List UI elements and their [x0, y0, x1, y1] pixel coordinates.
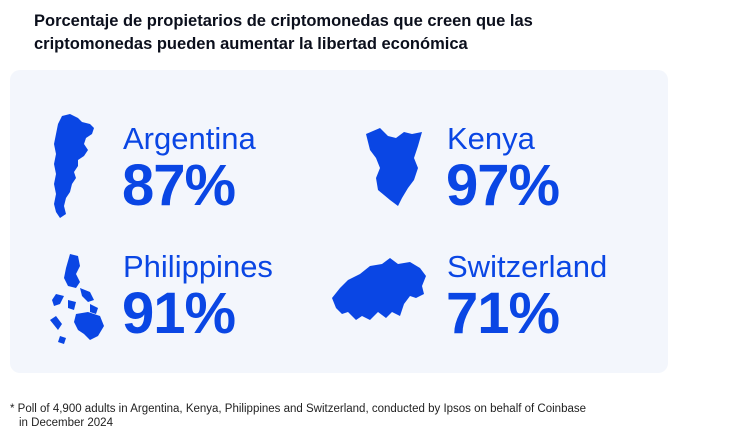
value-label-switzerland: 71% [446, 281, 560, 346]
footnote-line-2: in December 2024 [19, 417, 113, 429]
chart-title-line-2: criptomonedas pueden aumentar la liberta… [34, 35, 468, 53]
country-label-switzerland: Switzerland [447, 249, 608, 284]
switzerland-map-icon [330, 258, 426, 326]
value-label-argentina: 87% [122, 153, 236, 218]
country-label-argentina: Argentina [123, 121, 256, 156]
footnote-line-1: * Poll of 4,900 adults in Argentina, Ken… [10, 403, 587, 415]
footnote: * Poll of 4,900 adults in Argentina, Ken… [10, 402, 710, 430]
philippines-map-icon [50, 254, 106, 344]
chart-title-line-1: Porcentaje de propietarios de criptomone… [34, 12, 533, 30]
chart-title: Porcentaje de propietarios de criptomone… [34, 10, 654, 56]
stats-panel: Argentina 87% Kenya 97% Philippines 91% … [10, 70, 668, 373]
value-label-kenya: 97% [446, 153, 560, 218]
argentina-map-icon [48, 114, 96, 218]
kenya-map-icon [362, 128, 426, 206]
country-label-philippines: Philippines [123, 249, 273, 284]
country-label-kenya: Kenya [447, 121, 535, 156]
value-label-philippines: 91% [122, 281, 236, 346]
